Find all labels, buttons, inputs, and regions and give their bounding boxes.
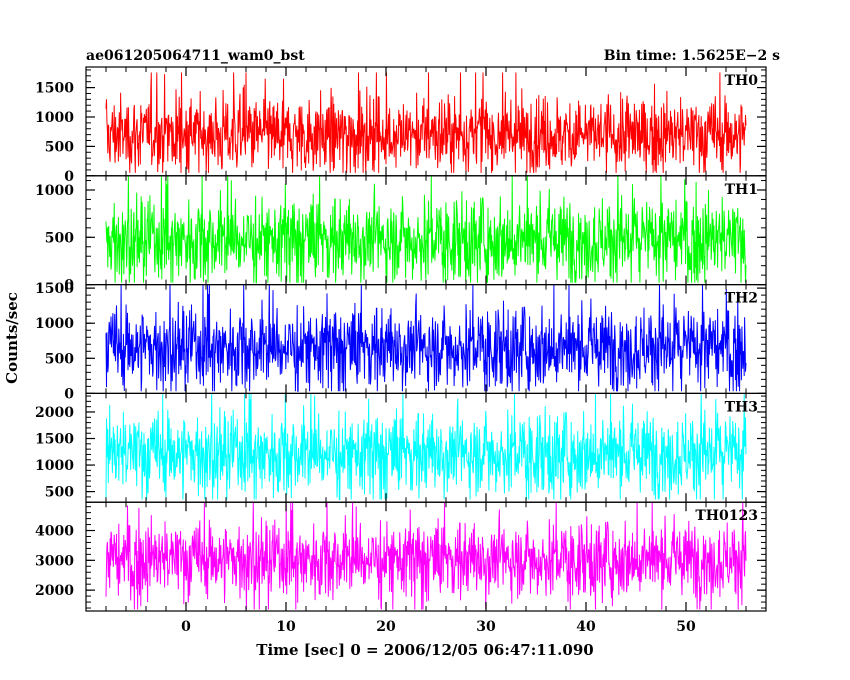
y-tick-label: 1000 — [35, 183, 74, 199]
x-tick-label: 0 — [181, 619, 191, 635]
panel-th1: 0 500 1000 TH1 — [35, 175, 767, 294]
x-tick-label: 40 — [576, 619, 596, 635]
series-line-th1 — [105, 175, 747, 284]
series-name-th0: TH0 — [725, 73, 759, 89]
y-tick-label: 500 — [45, 485, 74, 501]
y-tick-label: 500 — [45, 139, 74, 155]
y-tick-label: 2000 — [35, 405, 74, 421]
y-tick-label: 0 — [64, 278, 74, 294]
panel-th0: 0 500 1000 1500 TH0 — [35, 66, 767, 185]
x-axis-label: Time [sec] 0 = 2006/12/05 06:47:11.090 — [256, 641, 593, 659]
series-line-th3 — [105, 393, 747, 500]
y-tick-label: 1000 — [35, 110, 74, 126]
x-tick-label: 30 — [476, 619, 496, 635]
y-tick-label: 3000 — [35, 553, 74, 569]
series-line-th0 — [105, 72, 747, 173]
y-tick-label: 500 — [45, 351, 74, 367]
y-tick-label: 1500 — [35, 432, 74, 448]
x-tick-label: 20 — [376, 619, 396, 635]
chart-title: ae061205064711_wam0_bst — [86, 48, 305, 64]
series-line-th2 — [105, 284, 747, 392]
x-tick-label: 50 — [676, 619, 696, 635]
y-tick-label: 4000 — [35, 524, 74, 540]
y-tick-label: 0 — [64, 169, 74, 185]
y-tick-label: 1000 — [35, 316, 74, 332]
bin-time-label: Bin time: 1.5625E−2 s — [604, 48, 780, 64]
panel-th0123: 2000 3000 4000 TH0123 — [35, 501, 767, 612]
y-tick-label: 0 — [64, 386, 74, 402]
y-tick-label: 1000 — [35, 458, 74, 474]
y-tick-label: 500 — [45, 230, 74, 246]
y-tick-label: 2000 — [35, 583, 74, 599]
y-tick-label: 1500 — [35, 281, 74, 297]
x-axis: 0 10 20 30 40 50 — [181, 619, 696, 635]
x-tick-label: 10 — [276, 619, 296, 635]
y-axis-label: Counts/sec — [3, 292, 21, 384]
series-line-th0123 — [105, 502, 747, 610]
panels-group: 0 500 1000 1500 TH0 0 500 1000 TH1 0 500 1000 1500 TH… — [35, 66, 767, 612]
series-name-th2: TH2 — [725, 291, 758, 307]
panel-th2: 0 500 1000 1500 TH2 — [35, 281, 767, 402]
series-name-th0123: TH0123 — [695, 508, 758, 524]
panel-th3: 500 1000 1500 2000 TH3 — [35, 392, 767, 503]
series-name-th3: TH3 — [725, 399, 758, 415]
y-tick-label: 1500 — [35, 81, 74, 97]
series-name-th1: TH1 — [725, 182, 758, 198]
